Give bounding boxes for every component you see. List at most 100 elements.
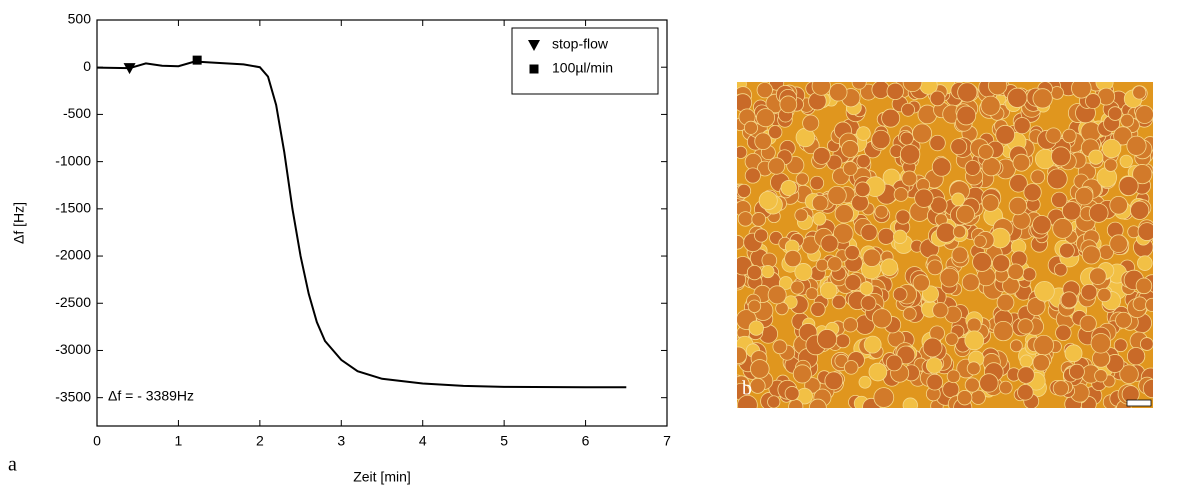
cell <box>922 285 939 303</box>
cell <box>1088 203 1109 223</box>
panel-label: a <box>8 454 17 476</box>
y-tick-label: -2500 <box>55 294 91 310</box>
cell <box>1053 262 1068 277</box>
cell <box>901 102 915 117</box>
y-tick-label: 500 <box>68 11 92 27</box>
cell <box>1060 291 1078 309</box>
cell <box>1126 347 1146 366</box>
cell <box>899 144 921 165</box>
cell <box>1017 384 1034 401</box>
cell <box>873 387 895 408</box>
cell <box>1137 222 1153 241</box>
x-tick-label: 2 <box>256 433 264 449</box>
cell <box>860 223 878 241</box>
cell <box>1088 149 1104 165</box>
cell <box>992 254 1011 273</box>
cell <box>1115 311 1132 329</box>
cell <box>811 82 831 96</box>
data-line <box>96 60 627 389</box>
cell <box>737 211 754 227</box>
plot-frame <box>96 19 668 427</box>
image-label: b <box>742 378 752 400</box>
cell <box>932 302 949 319</box>
cell <box>779 95 798 114</box>
cell <box>743 120 758 135</box>
cell <box>929 90 946 107</box>
cell <box>922 337 943 358</box>
cell <box>819 281 838 300</box>
cell <box>810 301 826 317</box>
legend-symbol <box>529 64 539 74</box>
cell <box>1089 267 1107 285</box>
cell <box>1034 280 1055 302</box>
cell <box>1142 378 1153 399</box>
x-tick-label: 6 <box>582 433 590 449</box>
cell <box>1130 200 1150 220</box>
cell <box>995 124 1016 145</box>
y-tick-label: -3000 <box>55 341 91 357</box>
marker <box>123 63 136 75</box>
cell <box>981 194 1000 212</box>
cell <box>768 125 783 140</box>
cell <box>880 258 899 277</box>
cell <box>792 364 812 384</box>
cell <box>902 306 917 321</box>
cell <box>747 299 762 313</box>
cell <box>784 386 800 401</box>
cell <box>1064 344 1083 363</box>
cell <box>744 167 761 184</box>
cell <box>1132 164 1153 185</box>
cell <box>772 339 788 355</box>
legend-label: stop-flow <box>552 36 609 52</box>
cell <box>767 395 781 408</box>
cell <box>1022 267 1037 282</box>
cell <box>828 82 848 102</box>
cell <box>980 95 1001 116</box>
cell <box>950 138 968 156</box>
y-tick-label: -2000 <box>55 247 91 263</box>
cell <box>956 105 977 126</box>
cell <box>931 157 952 177</box>
cell <box>854 181 871 198</box>
cell <box>895 209 911 225</box>
cell <box>1032 88 1053 109</box>
cell <box>841 140 859 158</box>
cell <box>871 308 892 329</box>
cell <box>834 204 854 224</box>
cell <box>951 192 966 207</box>
cell <box>1009 339 1023 353</box>
cell <box>964 159 981 176</box>
y-tick-label: -500 <box>63 105 91 121</box>
cell <box>751 212 767 227</box>
x-tick-label: 0 <box>93 433 101 449</box>
cell <box>858 375 872 389</box>
cell <box>1109 234 1128 254</box>
cell <box>843 360 859 375</box>
x-tick-label: 1 <box>175 433 183 449</box>
cell <box>794 208 809 223</box>
cell <box>802 114 820 132</box>
cell <box>737 394 758 408</box>
cell <box>780 179 797 197</box>
legend-box <box>511 27 659 95</box>
x-axis-label: Zeit [min] <box>353 469 411 485</box>
cell <box>1017 318 1034 335</box>
cell <box>856 126 871 141</box>
cell <box>893 187 909 202</box>
cell <box>1019 354 1033 368</box>
cell <box>1052 218 1074 239</box>
cell <box>1017 366 1035 384</box>
cell <box>946 369 961 384</box>
cell <box>1109 196 1128 215</box>
cell <box>1059 242 1075 259</box>
x-tick-label: 5 <box>500 433 508 449</box>
cell <box>1085 93 1101 109</box>
cell <box>754 132 772 151</box>
cell <box>1068 363 1085 380</box>
cell <box>939 267 960 288</box>
cell <box>981 157 1001 177</box>
legend-symbol <box>528 40 540 51</box>
cell <box>892 287 908 302</box>
cell <box>1119 154 1133 169</box>
cell <box>805 287 819 301</box>
